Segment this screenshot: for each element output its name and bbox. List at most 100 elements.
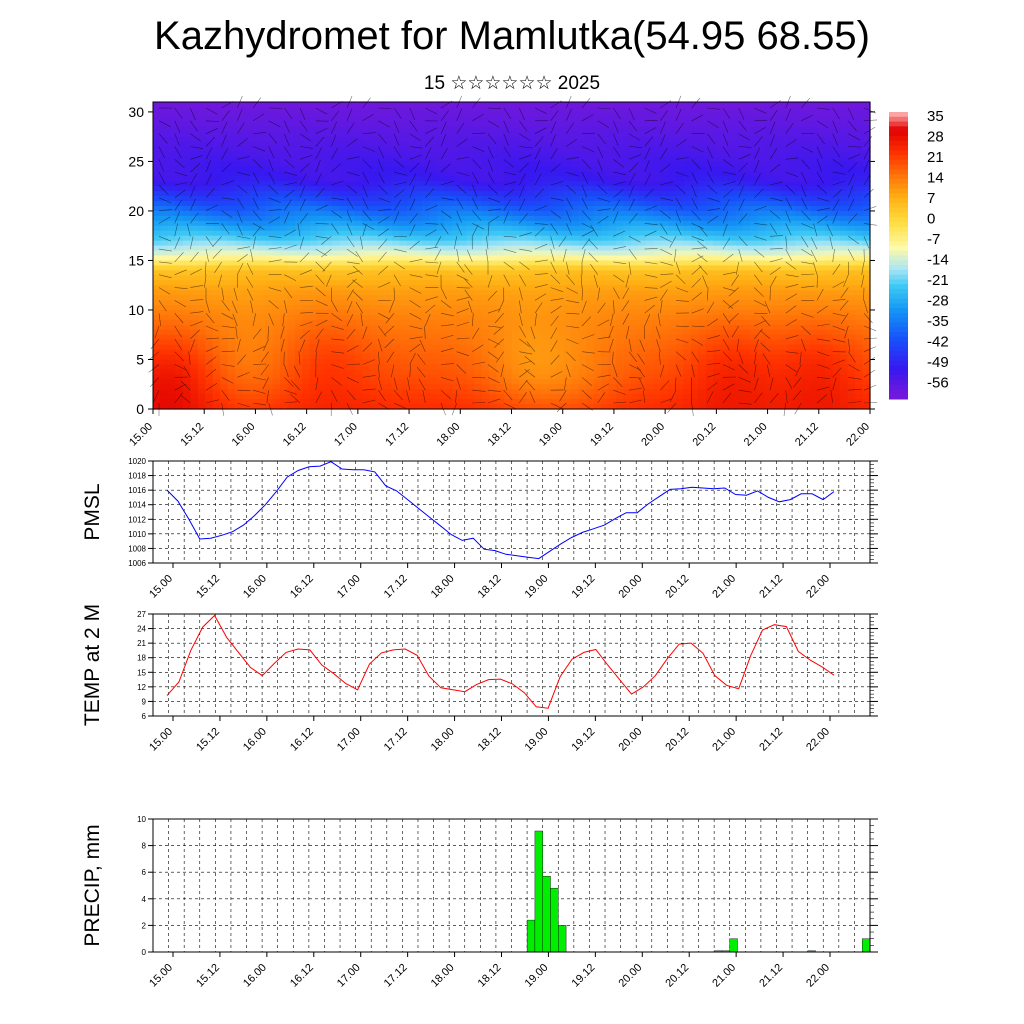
heatmap-cell <box>190 265 199 271</box>
heatmap-cell <box>369 349 378 356</box>
heatmap-cell <box>518 230 528 237</box>
heatmap-cell <box>279 141 289 148</box>
heatmap-cell <box>167 329 177 336</box>
heatmap-cell <box>220 141 229 148</box>
heatmap-cell <box>518 166 528 172</box>
heatmap-cell <box>392 280 401 286</box>
heatmap-cell <box>459 201 468 207</box>
heatmap-cell <box>436 186 445 192</box>
heatmap-cell <box>406 324 416 331</box>
heatmap-cell <box>362 131 371 138</box>
heatmap-cell <box>533 344 542 351</box>
heatmap-cell <box>563 374 572 380</box>
heatmap-cell <box>541 121 550 128</box>
heatmap-cell <box>347 389 356 395</box>
heatmap-cell <box>645 176 655 182</box>
heatmap-cell <box>257 349 266 356</box>
heatmap-cell <box>683 314 692 321</box>
heatmap-cell <box>504 210 513 217</box>
heatmap-cell <box>728 389 737 395</box>
heatmap-cell <box>421 126 430 133</box>
heatmap-cell <box>623 116 632 123</box>
heatmap-cell <box>563 121 572 128</box>
heatmap-cell <box>571 186 580 192</box>
heatmap-cell <box>324 146 333 153</box>
heatmap-cell <box>444 136 453 143</box>
heatmap-cell <box>339 399 348 405</box>
heatmap-cell <box>481 131 490 138</box>
heatmap-cell <box>608 176 617 182</box>
heatmap-cell <box>593 369 602 375</box>
heatmap-cell <box>563 245 572 252</box>
heatmap-cell <box>518 245 528 252</box>
heatmap-cell <box>518 220 528 227</box>
heatmap-cell <box>489 201 498 207</box>
heatmap-cell <box>332 171 341 177</box>
heatmap-cell <box>743 220 752 227</box>
heatmap-cell <box>593 280 602 286</box>
heatmap-cell <box>593 295 602 301</box>
heatmap-cell <box>593 300 602 306</box>
heatmap-cell <box>571 270 580 276</box>
heatmap-cell <box>743 285 752 291</box>
heatmap-cell <box>481 404 490 410</box>
heatmap-cell <box>683 270 692 276</box>
heatmap-cell <box>369 220 378 227</box>
heatmap-cell <box>518 151 528 158</box>
heatmap-cell <box>451 136 460 143</box>
heatmap-cell <box>690 309 699 316</box>
heatmap-cell <box>474 176 483 182</box>
heatmap-cell <box>526 161 535 167</box>
heatmap-cell <box>309 354 318 361</box>
heatmap-cell <box>444 106 453 113</box>
heatmap-cell <box>235 339 244 346</box>
heatmap-cell <box>279 334 289 341</box>
heatmap-cell <box>429 111 438 118</box>
heatmap-cell <box>631 260 640 266</box>
heatmap-cell <box>608 404 617 410</box>
heatmap-cell <box>182 171 191 177</box>
heatmap-cell <box>713 255 722 262</box>
heatmap-cell <box>631 186 640 192</box>
heatmap-cell <box>212 196 221 202</box>
heatmap-cell <box>287 384 296 390</box>
heatmap-cell <box>511 201 520 207</box>
heatmap-cell <box>571 354 580 361</box>
heatmap-cell <box>212 106 221 113</box>
heatmap-cell <box>182 121 191 128</box>
heatmap-cell <box>481 116 490 123</box>
heatmap-cell <box>623 225 632 232</box>
heatmap-cell <box>705 394 714 400</box>
heatmap-cell <box>227 290 236 296</box>
heatmap-cell <box>167 285 177 291</box>
heatmap-cell <box>608 374 617 380</box>
heatmap-cell <box>735 324 744 331</box>
heatmap-cell <box>608 384 617 390</box>
heatmap-cell <box>541 141 550 148</box>
heatmap-cell <box>616 151 625 158</box>
heatmap-cell <box>668 126 677 133</box>
heatmap-cell <box>332 305 341 311</box>
heatmap-cell <box>339 300 348 306</box>
heatmap-cell <box>660 220 669 227</box>
heatmap-cell <box>160 171 169 177</box>
heatmap-cell <box>175 399 184 405</box>
heatmap-cell <box>444 235 453 242</box>
heatmap-cell <box>197 121 206 128</box>
heatmap-cell <box>212 270 221 276</box>
heatmap-cell <box>459 394 468 400</box>
heatmap-cell <box>705 374 714 380</box>
heatmap-cell <box>481 389 490 395</box>
heatmap-cell <box>541 196 550 202</box>
heatmap-cell <box>250 126 259 133</box>
heatmap-cell <box>436 225 445 232</box>
heatmap-cell <box>660 339 669 346</box>
heatmap-cell <box>429 102 438 108</box>
heatmap-cell <box>362 275 371 281</box>
heatmap-cell <box>683 349 692 356</box>
heatmap-cell <box>720 250 729 257</box>
heatmap-cell <box>593 225 602 232</box>
heatmap-cell <box>750 126 759 133</box>
heatmap-cell <box>421 230 430 237</box>
heatmap-cell <box>571 260 580 266</box>
